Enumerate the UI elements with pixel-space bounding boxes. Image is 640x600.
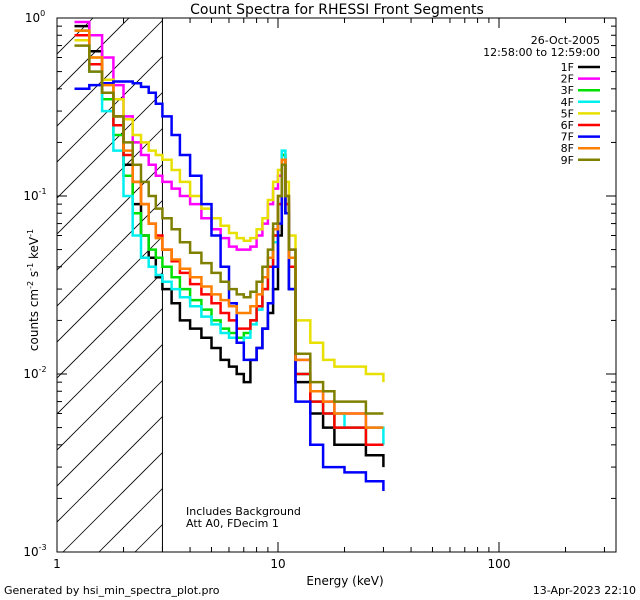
y-label-tail: keV (27, 236, 41, 263)
y-tick-exp: 0 (40, 9, 45, 18)
chart-title: Count Spectra for RHESSI Front Segments (190, 2, 484, 18)
x-axis-label: Energy (keV) (306, 574, 383, 588)
series-7f-line (74, 80, 385, 491)
legend-label-3f: 3F (561, 84, 574, 97)
y-tick-base: 10 (23, 189, 38, 203)
legend-label-7f: 7F (561, 131, 574, 144)
svg-text:counts cm-2 s-1 keV-1: counts cm-2 s-1 keV-1 (26, 229, 41, 351)
legend: 26-Oct-2005 12:58:00 to 12:59:00 1F2F3F4… (483, 34, 600, 167)
y-axis-label: counts cm-2 s-1 keV-1 (26, 229, 41, 351)
legend-time-range: 12:58:00 to 12:59:00 (483, 46, 600, 59)
series-group (74, 20, 385, 491)
series-9f-line (74, 44, 384, 415)
y-label-mid: s (27, 271, 41, 281)
y-tick-base: 10 (25, 11, 40, 25)
y-tick-label: 10-2 (23, 365, 46, 381)
legend-label-8f: 8F (561, 142, 574, 155)
legend-label-4f: 4F (561, 96, 574, 109)
x-tick-label: 10 (270, 557, 285, 571)
footer-timestamp: 13-Apr-2023 22:10 (533, 584, 636, 597)
y-tick-label: 10-3 (23, 543, 46, 559)
legend-label-2f: 2F (561, 73, 574, 86)
legend-label-9f: 9F (561, 154, 574, 167)
footer-generated-by: Generated by hsi_min_spectra_plot.pro (4, 584, 220, 597)
plot-frame (56, 17, 617, 553)
y-label-exp1: -2 (26, 281, 35, 289)
y-tick-base: 10 (23, 367, 38, 381)
y-tick-label: 100 (25, 9, 45, 25)
x-tick-label: 1 (53, 557, 61, 571)
y-tick-exp: -1 (39, 187, 47, 196)
legend-date: 26-Oct-2005 (531, 34, 600, 47)
y-tick-base: 10 (23, 545, 38, 559)
hatch-mask (162, 18, 616, 552)
y-label-exp3: -1 (26, 229, 35, 237)
x-tick-label: 100 (488, 557, 511, 571)
hatch-line (57, 18, 94, 55)
y-label-exp2: -1 (26, 263, 35, 271)
annotation-attenuator: Att A0, FDecim 1 (186, 517, 279, 530)
y-tick-label: 10-1 (23, 187, 46, 203)
legend-label-1f: 1F (561, 61, 574, 74)
hatch-line (57, 18, 166, 127)
y-tick-exp: -3 (39, 543, 47, 552)
hatch-line (57, 18, 238, 199)
legend-label-5f: 5F (561, 107, 574, 120)
y-label-main: counts cm (27, 289, 41, 351)
background-hatch-region (57, 18, 616, 552)
y-tick-exp: -2 (39, 365, 47, 374)
hatch-line (57, 18, 202, 163)
x-axis: 1 10 100 (53, 18, 605, 571)
legend-label-6f: 6F (561, 119, 574, 132)
annotation-background: Includes Background (186, 505, 301, 518)
